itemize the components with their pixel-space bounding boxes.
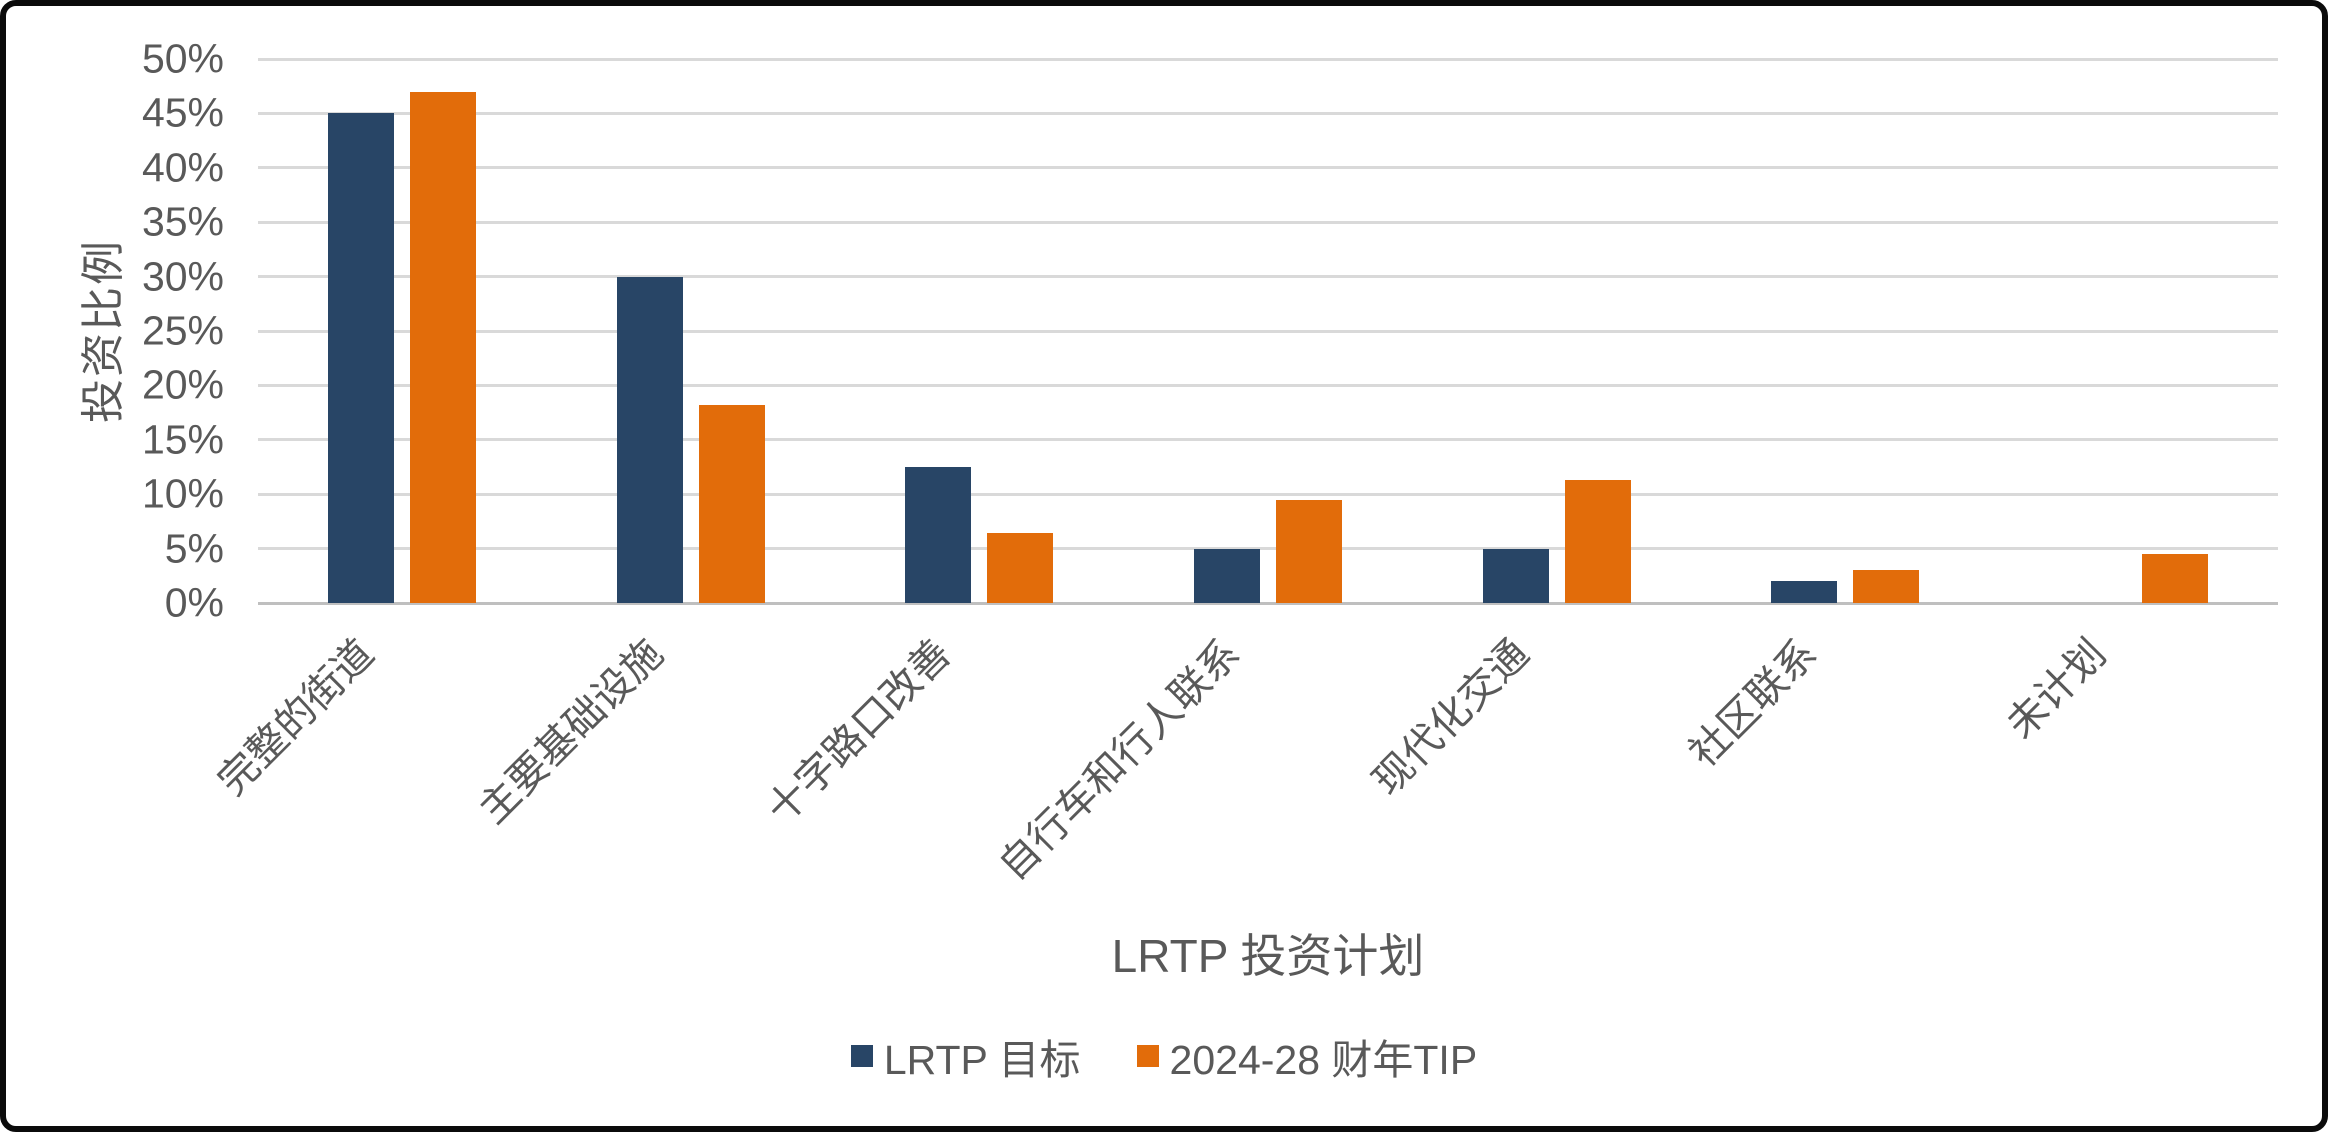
- y-tick-label-15%: 15%: [141, 416, 224, 463]
- x-axis-title: LRTP 投资计划: [1111, 930, 1425, 982]
- y-tick-label-50%: 50%: [141, 35, 224, 82]
- bar-lrtp-goal-4: [1194, 548, 1261, 603]
- y-tick-label-35%: 35%: [141, 198, 224, 245]
- bar-fy-tip-2: [698, 404, 765, 603]
- y-tick-label-10%: 10%: [141, 470, 224, 517]
- bar-group-4: [1124, 59, 1413, 603]
- bar-lrtp-goal-5: [1482, 548, 1549, 603]
- y-tick-label-40%: 40%: [141, 144, 224, 191]
- bar-group-2: [547, 59, 836, 603]
- gridline-5%: [258, 547, 2278, 551]
- gridline-30%: [258, 275, 2278, 279]
- y-tick-label-30%: 30%: [141, 253, 224, 300]
- legend-label-fy-tip: 2024-28 财年TIP: [1169, 1037, 1478, 1083]
- bar-lrtp-goal-1: [328, 113, 395, 603]
- gridline-15%: [258, 438, 2278, 442]
- gridline-50%: [258, 57, 2278, 61]
- bar-fy-tip-3: [987, 533, 1054, 603]
- bar-lrtp-goal-3: [905, 467, 972, 603]
- gridline-25%: [258, 329, 2278, 333]
- y-tick-label-20%: 20%: [141, 361, 224, 408]
- bar-lrtp-goal-6: [1771, 581, 1838, 603]
- bar-fy-tip-6: [1853, 570, 1920, 603]
- gridline-45%: [258, 111, 2278, 115]
- bar-group-7: [1989, 59, 2278, 603]
- bar-fy-tip-4: [1276, 499, 1343, 603]
- y-tick-label-5%: 5%: [164, 525, 224, 572]
- bar-group-6: [1701, 59, 1990, 603]
- legend-swatch-fy-tip: [1136, 1045, 1159, 1067]
- legend: LRTP 目标 2024-28 财年TIP: [6, 1030, 2322, 1083]
- y-tick-label-0%: 0%: [164, 579, 224, 626]
- gridline-40%: [258, 166, 2278, 170]
- gridline-0%: [258, 601, 2278, 605]
- bar-group-3: [835, 59, 1124, 603]
- bar-lrtp-goal-2: [616, 276, 683, 603]
- legend-item-lrtp-goal: LRTP 目标: [850, 1026, 1081, 1086]
- plot-area: [258, 57, 2278, 605]
- bar-group-5: [1412, 59, 1701, 603]
- gridline-10%: [258, 492, 2278, 496]
- y-tick-label-45%: 45%: [141, 89, 224, 136]
- bar-fy-tip-7: [2141, 554, 2208, 603]
- legend-label-lrtp-goal: LRTP 目标: [883, 1037, 1081, 1083]
- legend-swatch-lrtp-goal: [850, 1045, 873, 1067]
- bar-group-1: [258, 59, 547, 603]
- y-tick-label-25%: 25%: [141, 307, 224, 354]
- gridline-20%: [258, 383, 2278, 387]
- bar-fy-tip-5: [1564, 480, 1631, 603]
- bar-fy-tip-1: [410, 91, 477, 603]
- gridline-35%: [258, 220, 2278, 224]
- bar-groups: [258, 59, 2278, 603]
- legend-item-fy-tip: 2024-28 财年TIP: [1136, 1026, 1478, 1086]
- y-axis-tick-labels: 0% 5% 10% 15% 20% 25% 30% 35% 40% 45% 50%: [6, 38, 224, 623]
